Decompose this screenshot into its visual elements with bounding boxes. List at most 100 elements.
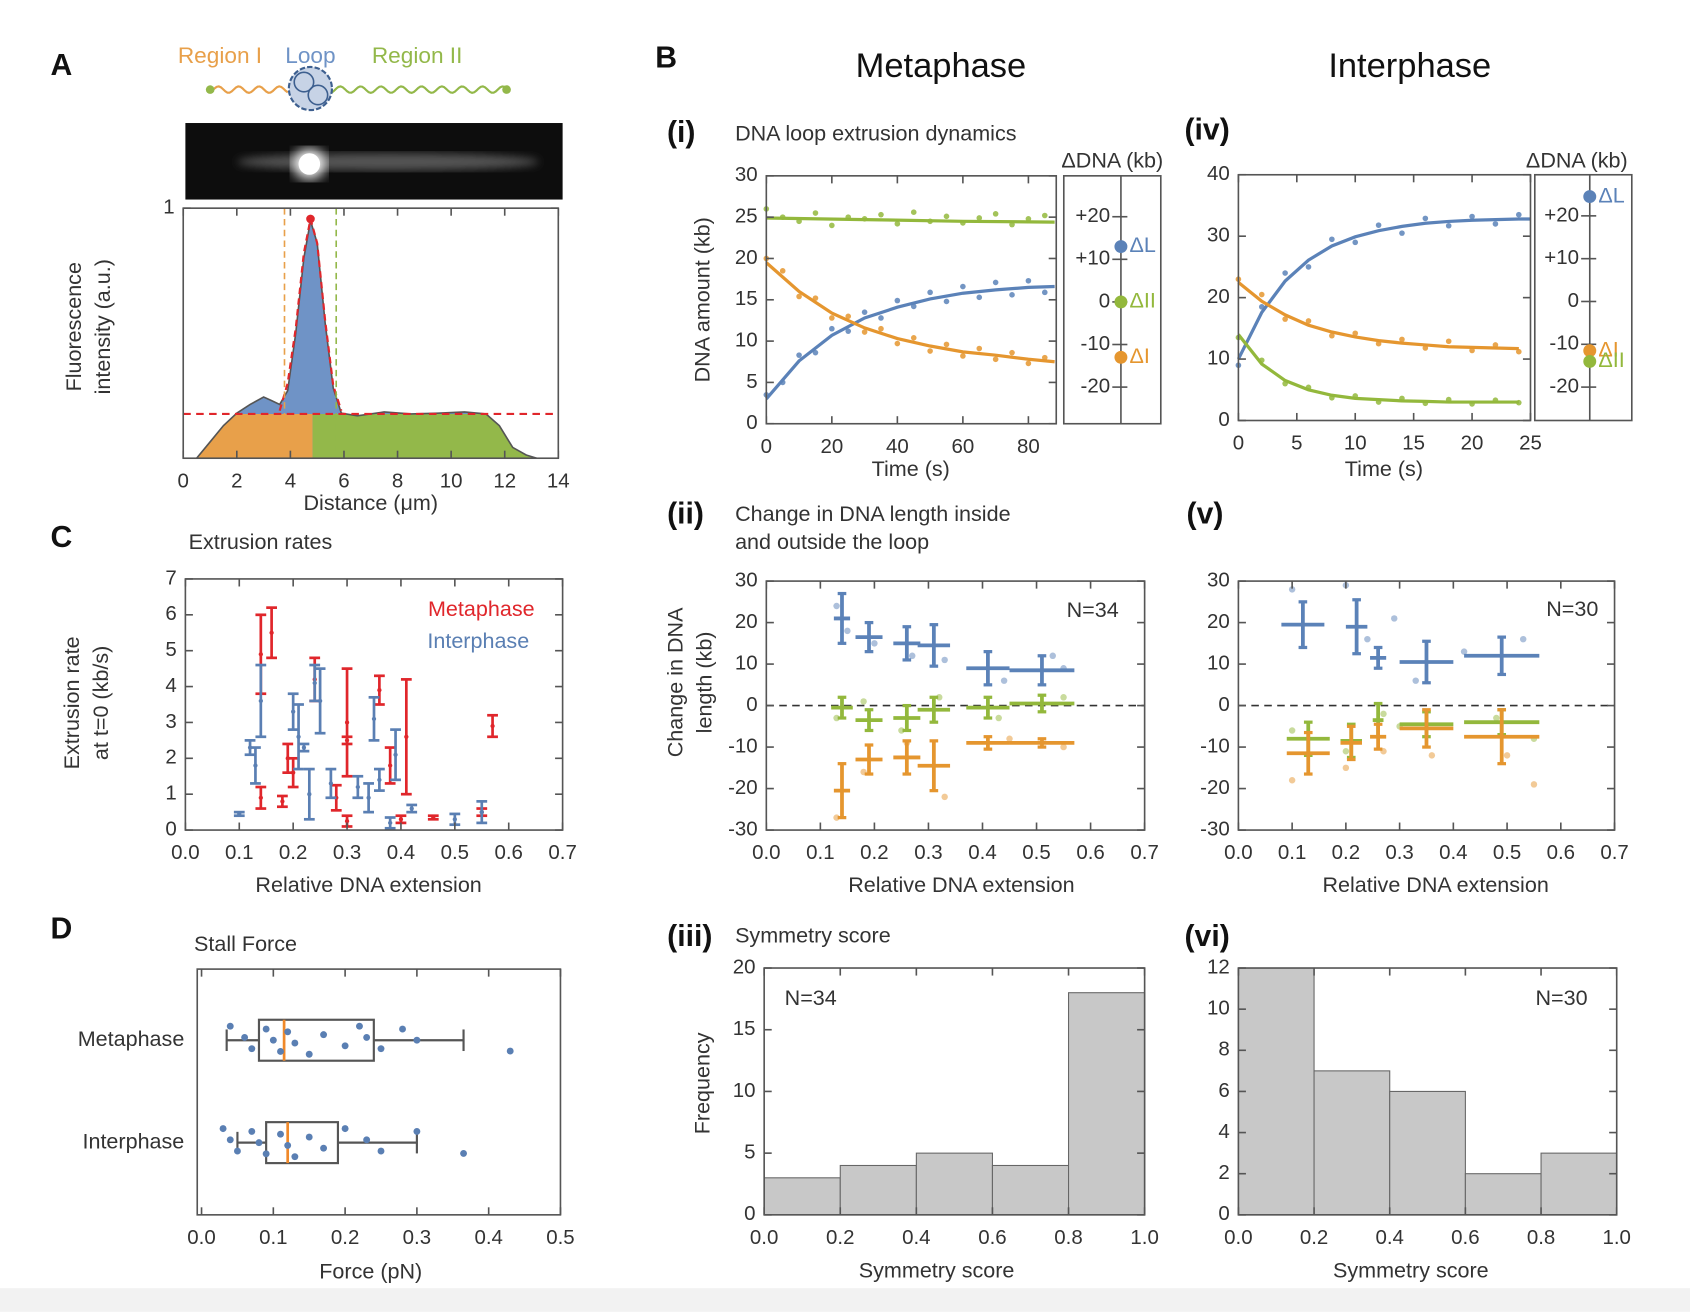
x-tick-label: 20: [1461, 432, 1484, 455]
box: [219, 1121, 468, 1165]
y-tick-label: 20: [735, 610, 758, 633]
data-dot: [269, 1036, 277, 1044]
data-dot: [269, 630, 274, 635]
data-dot: [377, 1045, 385, 1053]
panel-label: (iii): [667, 920, 712, 953]
data-dot: [431, 815, 436, 820]
side-label: ΔDNA (kb): [1526, 148, 1628, 173]
data-dot: [320, 1144, 328, 1152]
x-tick-label: 0.4: [1439, 841, 1467, 864]
data-dot: [1282, 270, 1288, 276]
y-tick-label: 20: [1207, 610, 1230, 633]
data-dot: [262, 1025, 270, 1033]
column-header: Interphase: [1328, 47, 1491, 85]
annotation-text: N=34: [1067, 597, 1119, 622]
plot-frame: [1237, 173, 1532, 422]
data-dot: [1375, 222, 1382, 228]
y-tick-label: 20: [1207, 285, 1230, 308]
data-dot: [237, 811, 242, 817]
fluorescence-image: [185, 123, 563, 200]
delta-dot: [1583, 344, 1597, 358]
data-dot: [1025, 216, 1032, 222]
legend-label: Interphase: [427, 628, 529, 653]
ylabel-text: Extrusion rate: [59, 636, 84, 769]
x-tick-label: 0.2: [1332, 841, 1360, 864]
x-tick-label: 12: [493, 469, 516, 492]
data-dot: [393, 752, 398, 757]
series-crosses: [1281, 598, 1540, 685]
image-loop: [298, 153, 321, 175]
data-dot: [344, 738, 350, 743]
data-dot: [1364, 635, 1371, 643]
xlabel-text: Time (s): [1345, 456, 1423, 481]
dna-diagram: [205, 65, 511, 112]
data-dot: [1305, 264, 1312, 270]
data-dot: [344, 818, 350, 824]
data-dot: [796, 293, 802, 300]
y2-tick-label: +10: [1075, 247, 1110, 270]
bar: [1067, 992, 1146, 1216]
data-dot: [1515, 348, 1522, 355]
data-dot: [284, 1141, 292, 1149]
data-dot: [388, 820, 393, 826]
bar: [1313, 1070, 1391, 1216]
y-tick-label: 12: [1207, 955, 1230, 978]
data-dot: [377, 1147, 385, 1155]
title-text: Extrusion rates: [189, 529, 333, 554]
column-header: Metaphase: [856, 47, 1027, 85]
data-dot: [258, 652, 263, 657]
y-tick-label: 2: [1218, 1161, 1229, 1184]
data-dot: [860, 698, 867, 705]
data-dot: [1352, 330, 1359, 337]
data-dot: [1025, 360, 1032, 367]
x-tick-label: 0.8: [1527, 1226, 1555, 1249]
data-dot: [1503, 752, 1511, 759]
box-body: [257, 1018, 375, 1062]
xlabel-text: Force (pN): [319, 1259, 422, 1284]
x-tick-label: 0.5: [546, 1226, 574, 1249]
x-tick-label: 0.5: [441, 841, 469, 864]
data-dot: [1515, 211, 1522, 218]
delta-dot: [1583, 354, 1597, 368]
dna-loop: [307, 84, 329, 106]
series-crosses: [833, 735, 1075, 820]
title-text: and outside the loop: [735, 529, 929, 554]
data-dot: [366, 795, 371, 800]
y-tick-label: 5: [746, 370, 757, 393]
data-dot: [317, 698, 323, 704]
y-tick-label: 10: [1207, 997, 1230, 1020]
data-dot: [927, 289, 933, 296]
category-label: Interphase: [82, 1128, 184, 1153]
x-tick-label: 5: [1291, 432, 1302, 455]
x-tick-label: 10: [1344, 432, 1367, 455]
region-area: [312, 413, 537, 459]
box-body: [265, 1121, 340, 1165]
y-tick-label: 15: [733, 1017, 756, 1040]
data-dot: [1352, 239, 1359, 246]
y2-tick-label: -10: [1081, 332, 1111, 355]
y-tick-label: 0: [1218, 408, 1229, 431]
series: [233, 663, 488, 830]
bar: [1540, 1152, 1618, 1216]
xlabel-text: Relative DNA extension: [848, 872, 1074, 897]
data-dot: [992, 211, 999, 217]
data-dot: [255, 1139, 263, 1147]
y-tick-label: 10: [733, 1079, 756, 1102]
y-tick-label: 0: [1218, 693, 1229, 716]
x-tick-label: 0.2: [279, 841, 307, 864]
x-tick-label: 0.0: [171, 841, 199, 864]
y-tick-label: 25: [735, 205, 758, 228]
y-tick-label: 30: [1207, 224, 1230, 247]
xlabel-text: Time (s): [872, 456, 950, 481]
x-tick-label: 0: [178, 469, 189, 492]
fit-line: [766, 216, 1055, 224]
data-dot: [355, 784, 360, 790]
delta-dot: [1583, 190, 1597, 204]
footer-band: [0, 1288, 1690, 1312]
y-tick-label: 30: [735, 568, 758, 591]
series: [1235, 276, 1522, 355]
y-tick-label: 20: [733, 955, 756, 978]
image-dna: [237, 153, 539, 171]
x-tick-label: 0.7: [1600, 841, 1628, 864]
annotation-text: N=34: [785, 985, 837, 1010]
